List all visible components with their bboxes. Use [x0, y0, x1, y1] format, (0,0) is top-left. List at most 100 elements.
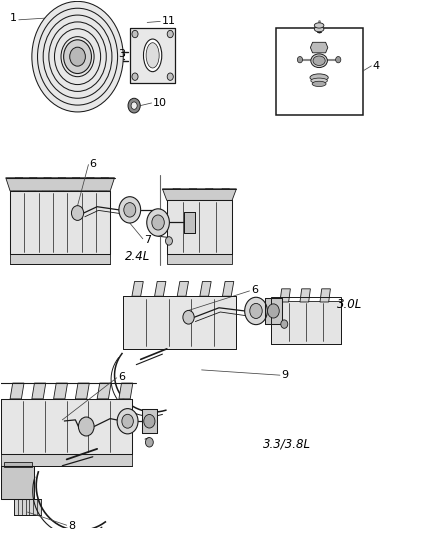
Circle shape [167, 30, 173, 38]
Polygon shape [28, 177, 37, 191]
Ellipse shape [314, 23, 324, 28]
Polygon shape [200, 281, 211, 296]
Circle shape [131, 102, 137, 109]
Polygon shape [4, 462, 32, 467]
Bar [123, 296, 237, 349]
Circle shape [281, 320, 288, 328]
Polygon shape [220, 189, 229, 200]
Text: 6: 6 [90, 158, 97, 168]
Bar [167, 200, 232, 254]
Polygon shape [167, 254, 232, 263]
Polygon shape [188, 189, 197, 200]
Polygon shape [53, 383, 67, 399]
Bar [1, 399, 132, 454]
Text: 3: 3 [118, 49, 125, 59]
Polygon shape [300, 289, 311, 302]
Bar [130, 28, 176, 83]
Polygon shape [311, 42, 328, 53]
Circle shape [268, 304, 279, 318]
Polygon shape [75, 383, 89, 399]
Text: 7: 7 [144, 235, 151, 245]
Circle shape [122, 414, 133, 428]
Text: 6: 6 [118, 372, 125, 382]
Bar [10, 191, 110, 254]
Text: 1: 1 [10, 13, 17, 23]
Circle shape [78, 417, 94, 436]
Bar [276, 28, 363, 115]
Circle shape [71, 206, 84, 220]
Text: 2.4L: 2.4L [125, 249, 151, 263]
Text: 10: 10 [153, 98, 167, 108]
Bar [1, 466, 34, 499]
Polygon shape [320, 289, 330, 302]
Circle shape [183, 310, 194, 324]
Text: 8: 8 [68, 521, 75, 531]
Bar [184, 212, 195, 233]
Polygon shape [123, 296, 237, 349]
Circle shape [132, 73, 138, 80]
Polygon shape [223, 281, 234, 296]
Circle shape [336, 56, 341, 63]
Polygon shape [85, 177, 94, 191]
Circle shape [250, 303, 262, 319]
Polygon shape [271, 302, 341, 344]
Ellipse shape [312, 81, 326, 86]
Text: 9: 9 [281, 370, 288, 380]
Polygon shape [14, 499, 41, 515]
Circle shape [117, 409, 138, 434]
Text: 11: 11 [162, 16, 176, 26]
Polygon shape [162, 189, 237, 200]
Text: 3.0L: 3.0L [336, 297, 362, 311]
Circle shape [124, 203, 136, 217]
Circle shape [147, 209, 170, 236]
Polygon shape [141, 409, 157, 433]
Text: 4: 4 [373, 61, 380, 71]
Polygon shape [32, 383, 46, 399]
Ellipse shape [144, 39, 162, 71]
Circle shape [145, 438, 153, 447]
Circle shape [32, 2, 123, 112]
Bar [265, 298, 282, 324]
Ellipse shape [311, 78, 327, 83]
Ellipse shape [313, 56, 325, 66]
Polygon shape [14, 177, 22, 191]
Polygon shape [130, 28, 176, 83]
Text: 6: 6 [251, 285, 258, 295]
Polygon shape [1, 399, 132, 454]
Circle shape [128, 98, 140, 113]
Polygon shape [132, 281, 143, 296]
Polygon shape [167, 200, 232, 254]
Circle shape [64, 40, 92, 74]
Bar [271, 297, 341, 344]
Polygon shape [97, 383, 111, 399]
Circle shape [297, 56, 303, 63]
Bar [141, 409, 157, 433]
Circle shape [132, 30, 138, 38]
Circle shape [144, 415, 155, 428]
Polygon shape [10, 191, 110, 254]
Ellipse shape [146, 43, 159, 68]
Polygon shape [171, 189, 180, 200]
Polygon shape [119, 383, 133, 399]
Polygon shape [265, 298, 282, 324]
Circle shape [119, 197, 141, 223]
Polygon shape [280, 289, 290, 302]
Polygon shape [71, 177, 80, 191]
Polygon shape [1, 454, 132, 466]
Circle shape [70, 47, 85, 66]
Circle shape [245, 297, 267, 325]
Polygon shape [57, 177, 65, 191]
Ellipse shape [314, 27, 324, 32]
Ellipse shape [310, 74, 328, 81]
Polygon shape [184, 212, 195, 233]
Polygon shape [99, 177, 108, 191]
Polygon shape [177, 281, 188, 296]
Polygon shape [42, 177, 51, 191]
Ellipse shape [311, 54, 327, 68]
Polygon shape [155, 281, 166, 296]
Polygon shape [1, 466, 34, 499]
Text: 3.3/3.8L: 3.3/3.8L [262, 437, 311, 450]
Circle shape [167, 73, 173, 80]
Circle shape [152, 215, 164, 230]
Circle shape [166, 237, 173, 245]
